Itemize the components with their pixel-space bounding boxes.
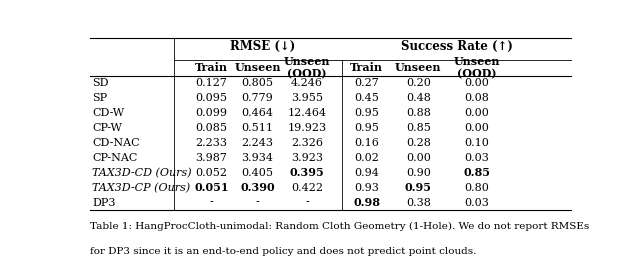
Text: 19.923: 19.923 — [287, 123, 327, 133]
Text: 0.422: 0.422 — [291, 183, 323, 193]
Text: CD-W: CD-W — [92, 108, 125, 118]
Text: 0.00: 0.00 — [465, 78, 489, 88]
Text: 4.246: 4.246 — [291, 78, 323, 88]
Text: Success Rate (↑): Success Rate (↑) — [401, 40, 513, 53]
Text: 3.955: 3.955 — [291, 93, 323, 103]
Text: 0.45: 0.45 — [355, 93, 379, 103]
Text: 0.38: 0.38 — [406, 197, 431, 207]
Text: 0.93: 0.93 — [355, 183, 379, 193]
Text: 0.85: 0.85 — [406, 123, 431, 133]
Text: 0.02: 0.02 — [355, 153, 379, 163]
Text: 0.405: 0.405 — [241, 168, 273, 178]
Text: 0.051: 0.051 — [194, 182, 228, 193]
Text: 0.511: 0.511 — [241, 123, 273, 133]
Text: Train: Train — [195, 62, 228, 73]
Text: Unseen: Unseen — [234, 62, 281, 73]
Text: 0.16: 0.16 — [355, 138, 379, 148]
Text: 0.464: 0.464 — [241, 108, 273, 118]
Text: 0.099: 0.099 — [195, 108, 227, 118]
Text: TAX3D-CD (Ours): TAX3D-CD (Ours) — [92, 167, 192, 178]
Text: SD: SD — [92, 78, 109, 88]
Text: 0.80: 0.80 — [465, 183, 489, 193]
Text: 0.390: 0.390 — [240, 182, 275, 193]
Text: RMSE (↓): RMSE (↓) — [230, 40, 296, 53]
Text: 0.127: 0.127 — [195, 78, 227, 88]
Text: -: - — [305, 197, 309, 207]
Text: DP3: DP3 — [92, 197, 116, 207]
Text: 0.00: 0.00 — [465, 123, 489, 133]
Text: 0.85: 0.85 — [463, 167, 490, 178]
Text: Table 1: HangProcCloth-unimodal: Random Cloth Geometry (1-Hole). We do not repor: Table 1: HangProcCloth-unimodal: Random … — [90, 222, 589, 231]
Text: 0.95: 0.95 — [404, 182, 432, 193]
Text: 0.00: 0.00 — [406, 153, 431, 163]
Text: 0.03: 0.03 — [465, 197, 489, 207]
Text: 3.934: 3.934 — [241, 153, 273, 163]
Text: Unseen
(OOD): Unseen (OOD) — [284, 56, 330, 80]
Text: 3.987: 3.987 — [195, 153, 227, 163]
Text: 0.20: 0.20 — [406, 78, 431, 88]
Text: 12.464: 12.464 — [287, 108, 327, 118]
Text: for DP3 since it is an end-to-end policy and does not predict point clouds.: for DP3 since it is an end-to-end policy… — [90, 247, 476, 256]
Text: 0.085: 0.085 — [195, 123, 227, 133]
Text: 0.98: 0.98 — [353, 197, 380, 208]
Text: 0.03: 0.03 — [465, 153, 489, 163]
Text: 0.95: 0.95 — [355, 108, 379, 118]
Text: 2.233: 2.233 — [195, 138, 227, 148]
Text: 0.88: 0.88 — [406, 108, 431, 118]
Text: 0.90: 0.90 — [406, 168, 431, 178]
Text: 0.95: 0.95 — [355, 123, 379, 133]
Text: CD-NAC: CD-NAC — [92, 138, 140, 148]
Text: 2.243: 2.243 — [241, 138, 273, 148]
Text: CP-W: CP-W — [92, 123, 122, 133]
Text: CP-NAC: CP-NAC — [92, 153, 138, 163]
Text: Unseen: Unseen — [395, 62, 442, 73]
Text: 0.28: 0.28 — [406, 138, 431, 148]
Text: 3.923: 3.923 — [291, 153, 323, 163]
Text: SP: SP — [92, 93, 108, 103]
Text: Train: Train — [350, 62, 383, 73]
Text: 0.94: 0.94 — [355, 168, 379, 178]
Text: 0.395: 0.395 — [290, 167, 324, 178]
Text: 0.095: 0.095 — [195, 93, 227, 103]
Text: 0.052: 0.052 — [195, 168, 227, 178]
Text: 0.48: 0.48 — [406, 93, 431, 103]
Text: TAX3D-CP (Ours): TAX3D-CP (Ours) — [92, 183, 191, 193]
Text: Unseen
(OOD): Unseen (OOD) — [454, 56, 500, 80]
Text: 0.00: 0.00 — [465, 108, 489, 118]
Text: 0.08: 0.08 — [465, 93, 489, 103]
Text: 2.326: 2.326 — [291, 138, 323, 148]
Text: 0.27: 0.27 — [355, 78, 379, 88]
Text: -: - — [209, 197, 213, 207]
Text: 0.10: 0.10 — [465, 138, 489, 148]
Text: 0.779: 0.779 — [242, 93, 273, 103]
Text: -: - — [256, 197, 259, 207]
Text: 0.805: 0.805 — [241, 78, 273, 88]
